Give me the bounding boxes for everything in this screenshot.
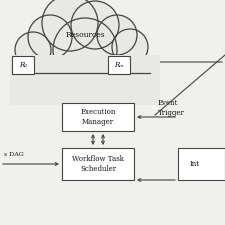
FancyBboxPatch shape xyxy=(62,148,134,180)
Circle shape xyxy=(15,32,51,68)
Circle shape xyxy=(112,29,148,65)
FancyBboxPatch shape xyxy=(62,103,134,131)
Text: Workflow Task
Scheduler: Workflow Task Scheduler xyxy=(72,155,124,173)
Circle shape xyxy=(71,1,119,49)
Circle shape xyxy=(97,15,137,55)
Text: Event
Trigger: Event Trigger xyxy=(158,99,185,117)
FancyBboxPatch shape xyxy=(178,148,225,180)
Text: s DAG: s DAG xyxy=(4,153,24,158)
Text: R₀: R₀ xyxy=(19,61,27,69)
FancyBboxPatch shape xyxy=(12,56,34,74)
Circle shape xyxy=(53,18,117,82)
Bar xyxy=(10,55,160,105)
Text: Execution
Manager: Execution Manager xyxy=(80,108,116,126)
FancyBboxPatch shape xyxy=(108,56,130,74)
Text: Rₘ: Rₘ xyxy=(114,61,124,69)
Circle shape xyxy=(28,15,72,59)
Circle shape xyxy=(42,0,98,51)
Text: Resources: Resources xyxy=(65,31,105,39)
Text: Int: Int xyxy=(190,160,200,168)
